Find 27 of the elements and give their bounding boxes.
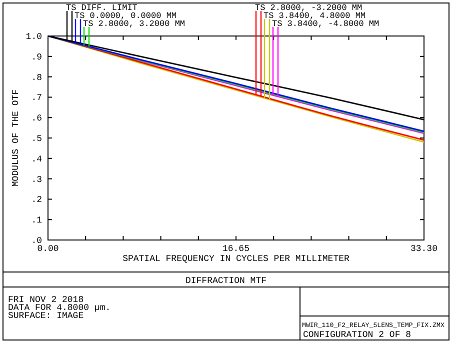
- text: TS 2.8000, -3.2000 MM: [255, 3, 362, 13]
- y-tick-label: .9: [31, 52, 42, 62]
- series-label: TS 2.8000, 3.2000 MM: [83, 19, 186, 29]
- y-tick-label: .2: [31, 195, 42, 206]
- y-tick-label: .5: [31, 134, 42, 144]
- text: CONFIGURATION 2 OF 8: [303, 330, 412, 340]
- x-tick-label: 0.00: [37, 244, 59, 254]
- x-axis-title: SPATIAL FREQUENCY IN CYCLES PER MILLIMETER: [122, 254, 350, 264]
- y-tick-label: .1: [31, 216, 42, 226]
- text: TS 0.0000, 0.0000 MM: [74, 11, 177, 21]
- y-tick-label: .0: [31, 236, 42, 246]
- text: TS 3.8400, 4.8000 MM: [264, 11, 366, 21]
- text: TS DIFF. LIMIT: [66, 3, 138, 13]
- y-tick-label: .7: [31, 93, 42, 104]
- y-tick-label: .6: [31, 114, 42, 124]
- y-tick-label: .4: [31, 154, 42, 164]
- y-tick-label: 1.0: [26, 32, 42, 42]
- x-tick-label: 33.30: [410, 244, 438, 254]
- text: DIFFRACTION MTF: [185, 276, 267, 286]
- text: TS 3.8400, -4.8000 MM: [272, 19, 380, 29]
- y-axis-title: MODULUS OF THE OTF: [11, 89, 21, 187]
- text: FRI NOV 2 2018: [8, 295, 84, 305]
- text: DATA FOR 4.8000 µm.: [8, 303, 111, 313]
- y-tick-label: .3: [31, 174, 42, 185]
- x-tick-label: 16.65: [222, 244, 250, 254]
- text: SURFACE: IMAGE: [8, 311, 84, 321]
- y-tick-label: .8: [31, 72, 42, 83]
